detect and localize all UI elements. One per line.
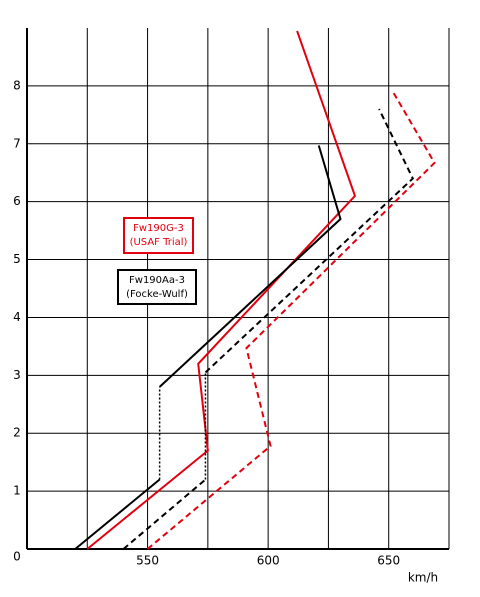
x-tick-label: 650: [377, 554, 400, 568]
y-tick-label: 2: [13, 426, 21, 440]
legend-label: (Focke-Wulf): [126, 289, 188, 300]
legend-box: [123, 217, 194, 254]
legend-entry: Fw190Aa-3 (Focke-Wulf): [117, 269, 197, 305]
legend-label: Fw190Aa-3: [129, 275, 185, 286]
legend-label: Fw190G-3: [133, 223, 184, 234]
y-tick-label: 5: [13, 252, 21, 266]
y-tick-label: 3: [13, 368, 21, 382]
y-tick-label: 4: [13, 310, 21, 324]
series-line: [86, 30, 357, 550]
legend-entry: Fw190G-3 (USAF Trial): [123, 217, 194, 254]
series-line: [122, 108, 415, 550]
x-tick-label: 600: [257, 554, 280, 568]
legend-box: [117, 269, 197, 305]
series-line: [74, 145, 342, 550]
x-axis-label: km/h: [408, 571, 438, 585]
y-tick-label: 0: [13, 550, 21, 564]
y-tick-label: 8: [13, 78, 21, 92]
series-line: [146, 92, 436, 550]
y-tick-label: 6: [13, 194, 21, 208]
legend-label: (USAF Trial): [130, 237, 188, 248]
x-tick-label: 550: [136, 554, 159, 568]
y-tick-label: 1: [13, 484, 21, 498]
y-tick-label: 7: [13, 136, 21, 150]
